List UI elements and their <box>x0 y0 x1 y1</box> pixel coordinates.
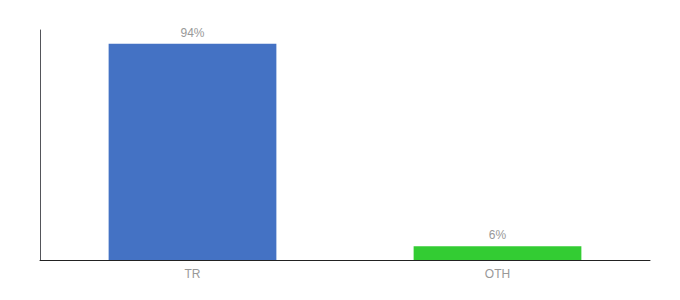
svg-text:TR: TR <box>185 267 201 281</box>
svg-text:94%: 94% <box>180 26 204 40</box>
svg-text:OTH: OTH <box>485 267 510 281</box>
svg-text:6%: 6% <box>489 228 507 242</box>
